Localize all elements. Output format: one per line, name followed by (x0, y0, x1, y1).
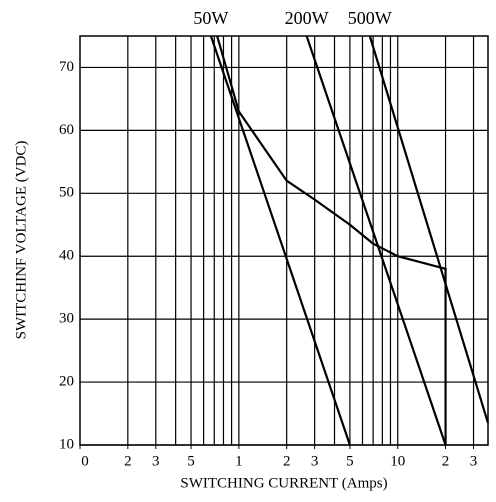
y-tick-label: 70 (59, 59, 74, 75)
x-tick-label: 2 (283, 453, 291, 469)
series-line (209, 35, 351, 446)
series-line (216, 35, 447, 445)
x-tick-label: 3 (311, 453, 319, 469)
plot-frame (79, 35, 489, 446)
x-tick-label: 3 (152, 453, 160, 469)
series-label: 500W (348, 8, 392, 28)
y-tick-label: 50 (59, 185, 74, 201)
series-line (305, 35, 447, 446)
y-tick-label: 30 (59, 311, 74, 327)
x-tick-label: 2 (442, 453, 450, 469)
x-tick-label: 2 (124, 453, 132, 469)
y-tick-label: 40 (59, 248, 74, 264)
y-tick-label: 20 (59, 374, 74, 390)
series-label: 200W (285, 8, 329, 28)
x-tick-label: 5 (187, 453, 195, 469)
series-label: 50W (193, 8, 228, 28)
x-tick-label: 1 (235, 453, 243, 469)
x-tick-label: 10 (390, 453, 405, 469)
x-tick-label: 3 (470, 453, 478, 469)
x-tick-label: 0 (81, 453, 89, 469)
series-line (368, 35, 490, 424)
x-tick-label: 5 (346, 453, 354, 469)
y-tick-label: 10 (59, 436, 74, 452)
x-axis-title: SWITCHING CURRENT (Amps) (180, 475, 387, 491)
y-tick-label: 60 (59, 122, 74, 138)
y-axis-title: SWITCHINF VOLTAGE (VDC) (13, 141, 29, 340)
